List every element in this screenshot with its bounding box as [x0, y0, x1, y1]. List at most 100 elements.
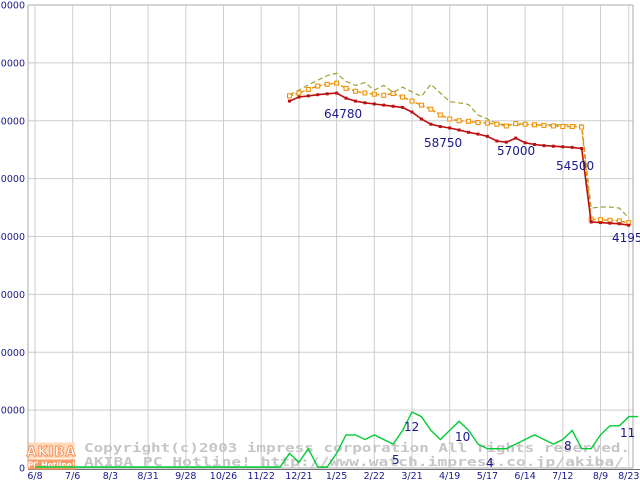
x-tick-label: 6/8	[27, 471, 42, 480]
marker-lowest_price	[316, 93, 320, 97]
x-tick-label: 9/28	[175, 471, 196, 480]
marker-average_price	[343, 85, 349, 91]
marker-lowest_price	[297, 95, 301, 99]
marker-average_price	[466, 118, 472, 124]
marker-lowest_price	[363, 101, 367, 105]
series-layer	[35, 72, 639, 468]
shop-count-label: 12	[404, 420, 419, 434]
x-tick-label: 10/26	[210, 471, 237, 480]
watermark-layer: AKIBA PC Hotline! Copyright(c)2003 impre…	[26, 440, 630, 470]
marker-lowest_price	[542, 144, 546, 148]
marker-average_price	[550, 123, 556, 129]
copyright-line-2: AKIBA PC Hotline! http://www.watch.impre…	[84, 454, 624, 469]
marker-average_price	[390, 91, 396, 97]
annotation-layer: 64780 58750 57000 54500 41950 5 12 10 4 8 11	[324, 107, 640, 470]
price-label: 57000	[497, 144, 535, 158]
marker-average_price	[532, 122, 538, 128]
copyright-line-1: Copyright(c)2003 impress corporation All…	[84, 440, 630, 455]
logo-top-box	[28, 442, 75, 459]
marker-average_price	[494, 121, 500, 127]
marker-average_price	[437, 112, 443, 118]
y-tick-label: 60000	[0, 116, 25, 127]
marker-lowest_price	[448, 126, 452, 130]
marker-average_price	[296, 90, 302, 96]
x-tick-label: 11/22	[248, 471, 275, 480]
shop-count-label: 5	[392, 453, 400, 467]
marker-lowest_price	[476, 132, 480, 136]
marker-average_price	[447, 116, 453, 122]
series-line-average_price	[289, 82, 629, 224]
marker-lowest_price	[504, 140, 508, 144]
shop-count-label: 10	[455, 430, 470, 444]
marker-lowest_price	[335, 91, 339, 95]
marker-average_price	[579, 124, 585, 130]
marker-average_price	[334, 80, 340, 86]
marker-lowest_price	[382, 103, 386, 107]
marker-average_price	[484, 120, 490, 126]
marker-lowest_price	[599, 221, 602, 225]
marker-lowest_price	[561, 145, 565, 149]
x-tick-label: 1/25	[326, 471, 347, 480]
x-tick-label: 2/22	[364, 471, 385, 480]
marker-lowest_price	[287, 99, 291, 103]
x-tick-label: 8/3	[103, 471, 118, 480]
marker-average_price	[352, 88, 358, 94]
marker-average_price	[362, 90, 368, 96]
y-tick-label: 40000	[0, 232, 25, 243]
y-tick-label: 70000	[0, 58, 25, 69]
marker-lowest_price	[344, 96, 348, 100]
logo-top-text: AKIBA	[27, 445, 77, 460]
x-tick-label: 6/14	[514, 471, 535, 480]
marker-lowest_price	[617, 222, 621, 226]
x-tick-label: 8/31	[137, 471, 158, 480]
marker-average_price	[541, 122, 547, 128]
x-tick-label: 7/12	[552, 471, 573, 480]
marker-average_price	[522, 121, 528, 127]
marker-lowest_price	[514, 136, 518, 140]
marker-average_price	[324, 81, 330, 87]
marker-lowest_price	[589, 220, 593, 224]
marker-lowest_price	[627, 223, 631, 227]
shop-count-label: 4	[486, 456, 494, 470]
marker-average_price	[513, 121, 519, 127]
series-line-shop_count	[35, 411, 639, 468]
marker-lowest_price	[429, 122, 433, 126]
marker-lowest_price	[570, 145, 574, 149]
marker-lowest_price	[410, 110, 414, 114]
marker-lowest_price	[580, 147, 584, 151]
marker-average_price	[456, 118, 462, 124]
grid-layer	[27, 4, 640, 470]
y-tick-label: 20000	[0, 348, 25, 359]
marker-lowest_price	[467, 130, 471, 134]
x-tick-label: 4/19	[439, 471, 460, 480]
x-tick-label: 3/21	[401, 471, 422, 480]
y-tick-label: 10000	[0, 406, 25, 417]
logo-bottom-box	[28, 459, 75, 470]
marker-lowest_price	[353, 99, 357, 103]
marker-lowest_price	[551, 144, 555, 148]
price-label: 54500	[556, 159, 594, 173]
marker-lowest_price	[391, 104, 395, 108]
marker-lowest_price	[372, 102, 376, 106]
price-label: 64780	[324, 107, 362, 121]
marker-average_price	[371, 91, 377, 97]
marker-average_price	[286, 93, 292, 99]
marker-lowest_price	[523, 141, 527, 145]
marker-average_price	[569, 124, 575, 130]
y-tick-label: 0	[19, 464, 25, 475]
x-tick-label: 8/23	[618, 471, 639, 480]
marker-lowest_price	[438, 125, 442, 129]
marker-average_price	[418, 102, 424, 108]
price-label: 58750	[424, 136, 462, 150]
y-tick-label: 30000	[0, 290, 25, 301]
marker-lowest_price	[401, 105, 405, 109]
marker-lowest_price	[495, 139, 499, 143]
marker-average_price	[381, 92, 387, 98]
marker-average_price	[503, 123, 509, 129]
marker-lowest_price	[485, 134, 489, 138]
x-tick-label: 8/9	[593, 471, 608, 480]
marker-lowest_price	[419, 117, 423, 121]
marker-lowest_price	[608, 221, 612, 225]
